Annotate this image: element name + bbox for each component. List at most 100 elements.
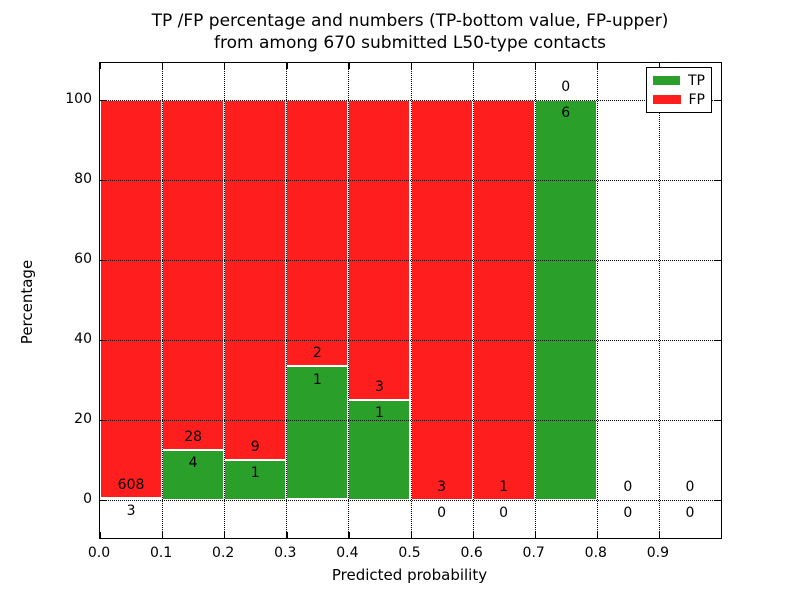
tp-count-label: 0 <box>437 505 446 521</box>
x-tick-mark <box>596 532 599 538</box>
x-tick-mark-top <box>658 63 661 69</box>
y-tick-label: 40 <box>74 330 92 347</box>
x-tick-mark-top <box>472 63 474 69</box>
fp-count-label: 2 <box>312 345 322 362</box>
y-tick-mark-right <box>715 259 721 261</box>
vertical-gridline <box>410 63 412 538</box>
vertical-gridline <box>348 63 350 538</box>
tp-bar <box>162 449 225 500</box>
y-tick-mark-right <box>715 499 721 501</box>
fp-count-label: 28 <box>184 428 203 445</box>
x-tick-label: 0.7 <box>522 545 545 561</box>
fp-bar <box>348 99 411 400</box>
x-tick-label: 0.2 <box>212 545 235 561</box>
y-tick-label: 80 <box>74 170 92 187</box>
vertical-gridline <box>534 63 536 538</box>
tp-bar <box>534 99 597 500</box>
x-axis-label: Predicted probability <box>331 566 488 584</box>
fp-count-label: 1 <box>499 478 509 495</box>
fp-count-label: 9 <box>250 438 260 455</box>
x-tick-label: 0.9 <box>646 545 670 561</box>
x-tick-label: 0.3 <box>274 545 297 561</box>
y-axis-label: Percentage <box>18 259 36 345</box>
fp-bar <box>286 99 349 367</box>
legend-row: FP <box>653 92 705 108</box>
x-tick-label: 0.0 <box>87 545 111 561</box>
x-tick-label: 0.1 <box>149 545 173 561</box>
x-tick-mark-top <box>286 63 288 69</box>
chart-title-line2: from among 670 submitted L50-type contac… <box>214 33 606 53</box>
x-tick-label: 0.8 <box>584 545 607 561</box>
y-tick-mark <box>100 179 106 181</box>
vertical-gridline <box>658 63 660 538</box>
x-tick-mark-top <box>534 63 536 69</box>
x-tick-label: 0.6 <box>460 545 483 561</box>
legend: TP FP <box>646 67 712 113</box>
tp-count-label: 1 <box>250 465 260 481</box>
y-tick-mark-right <box>715 99 721 101</box>
fp-bar <box>472 99 535 500</box>
x-tick-mark <box>348 532 350 538</box>
legend-swatch-fp <box>653 95 681 104</box>
tp-count-label: 0 <box>623 505 633 521</box>
y-tick-mark-right <box>715 179 721 181</box>
fp-bar <box>410 99 473 500</box>
x-tick-mark <box>472 532 474 538</box>
tp-bar <box>100 497 163 500</box>
x-tick-mark <box>224 532 226 538</box>
tp-bar <box>348 399 411 500</box>
x-tick-mark <box>658 532 661 538</box>
tp-count-label: 0 <box>499 505 509 521</box>
fp-count-label: 3 <box>437 478 446 495</box>
vertical-gridline <box>162 63 164 538</box>
legend-label-tp: TP <box>688 72 705 89</box>
x-tick-mark <box>286 532 288 538</box>
vertical-gridline <box>596 63 598 538</box>
tp-count-label: 4 <box>188 455 198 471</box>
chart-title: TP /FP percentage and numbers (TP-bottom… <box>0 10 800 54</box>
tp-count-label: 3 <box>126 503 136 520</box>
y-tick-label: 60 <box>74 250 92 267</box>
x-tick-mark <box>410 532 412 538</box>
vertical-gridline <box>286 63 288 538</box>
fp-bar <box>224 99 287 460</box>
fp-bar <box>100 99 163 498</box>
y-tick-mark <box>100 499 106 501</box>
x-tick-mark-top <box>348 63 350 69</box>
vertical-gridline <box>472 63 474 538</box>
tp-count-label: 1 <box>374 405 384 421</box>
y-tick-mark <box>100 339 106 341</box>
fp-count-label: 0 <box>685 478 695 495</box>
tp-count-label: 1 <box>312 371 322 388</box>
x-tick-mark <box>100 532 102 538</box>
y-tick-label: 20 <box>74 410 92 427</box>
tp-count-label: 6 <box>561 105 571 121</box>
y-tick-mark-right <box>715 419 721 421</box>
fp-count-label: 3 <box>374 378 384 395</box>
fp-bar <box>162 99 225 450</box>
x-tick-mark-top <box>224 63 226 69</box>
y-tick-label: 100 <box>65 90 92 107</box>
y-tick-mark <box>100 419 106 421</box>
chart-title-line1: TP /FP percentage and numbers (TP-bottom… <box>151 11 669 31</box>
vertical-gridline <box>224 63 226 538</box>
x-tick-mark-top <box>162 63 164 69</box>
legend-swatch-tp <box>653 76 680 85</box>
y-tick-mark <box>100 259 106 261</box>
plot-area: 608 3 28 4 9 1 2 1 3 1 3 0 1 0 0 6 0 0 0 0 <box>99 62 722 539</box>
x-tick-mark <box>162 532 164 538</box>
x-tick-mark-top <box>596 63 599 69</box>
x-tick-mark-top <box>410 63 412 69</box>
legend-row: TP <box>653 73 705 89</box>
fp-count-label: 0 <box>623 478 633 495</box>
x-tick-mark <box>534 532 536 538</box>
y-tick-mark-right <box>715 339 721 341</box>
y-tick-label: 0 <box>83 490 92 507</box>
tp-count-label: 0 <box>685 505 695 521</box>
y-tick-mark <box>100 99 106 101</box>
tp-bar <box>286 366 349 500</box>
x-tick-mark-top <box>100 63 102 69</box>
x-tick-label: 0.4 <box>336 545 359 561</box>
fp-count-label: 0 <box>561 78 571 95</box>
